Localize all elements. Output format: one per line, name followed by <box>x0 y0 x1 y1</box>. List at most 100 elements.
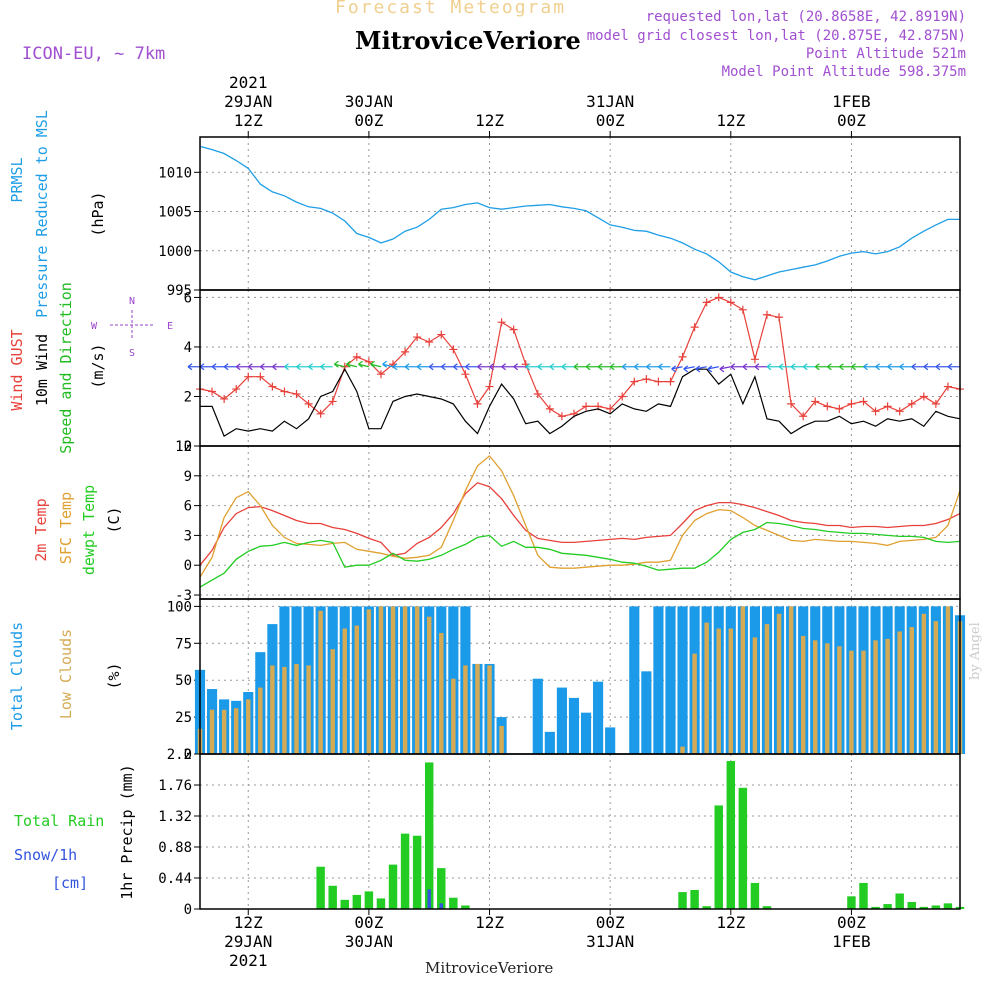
wind-arrow-head <box>525 363 531 371</box>
bottom-time-label-3-0: 00Z <box>596 913 625 932</box>
wind-arrow-head <box>537 363 543 371</box>
snow-bar <box>439 903 443 909</box>
gust-point <box>678 352 687 361</box>
total-cloud-bar <box>580 712 592 754</box>
ytick-label-pressure-1: 1000 <box>158 244 192 260</box>
low-cloud-bar <box>945 606 951 754</box>
low-cloud-bar <box>825 643 830 754</box>
bottom-time-label-1-0: 00Z <box>354 913 383 932</box>
wind-direction-arrow <box>695 366 707 370</box>
panel-frame-temp <box>199 445 961 600</box>
gust-point <box>618 392 627 401</box>
rain-bar <box>895 893 904 909</box>
low-cloud-bar <box>680 746 685 754</box>
wind-arrow-head <box>839 363 844 371</box>
model-altitude: Model Point Altitude 598.375m <box>721 64 966 80</box>
ytick-label-precip-0: 0 <box>184 902 192 918</box>
wind-arrow-head <box>875 363 880 371</box>
point-altitude: Point Altitude 521m <box>805 46 966 62</box>
wind-arrow-head <box>646 363 651 371</box>
gust-point <box>726 298 735 307</box>
total-clouds-label: Total Clouds <box>8 622 26 730</box>
low-cloud-bar <box>704 622 709 754</box>
ytick-label-precip-3: 1.32 <box>158 809 192 825</box>
total-cloud-bar <box>605 727 616 754</box>
bottom-time-label-5-1: 1FEB <box>832 932 871 951</box>
top-time-label-3-0: 31JAN <box>586 92 634 111</box>
wind-arrow-head <box>863 363 868 371</box>
rain-bar <box>678 892 687 909</box>
temp-dewpt-line <box>199 521 961 588</box>
low-cloud-bar <box>764 624 770 754</box>
low-cloud-bar <box>209 709 215 754</box>
total-cloud-bar <box>568 697 580 754</box>
gust-point <box>545 404 554 413</box>
total-cloud-bar <box>593 681 604 754</box>
ytick-label-precip-4: 1.76 <box>158 778 192 794</box>
ytick-label-wind-0: 0 <box>184 439 192 455</box>
low-cloud-bar <box>246 699 251 754</box>
low-cloud-bar <box>897 631 902 754</box>
low-cloud-bar <box>330 649 335 754</box>
low-cloud-bar <box>499 725 504 754</box>
wind-arrow-head <box>695 365 701 373</box>
wind-arrow-head <box>370 360 375 368</box>
wind-arrow-head <box>260 363 265 371</box>
gust-point <box>292 390 301 398</box>
panel-wind: 0 2 4 6 <box>184 290 964 455</box>
gust-point <box>787 399 796 408</box>
wind-arrow-head <box>707 365 713 373</box>
wind-gust-label: Wind GUST <box>8 329 26 410</box>
low-cloud-bar <box>426 616 432 754</box>
chart-title: MitroviceVeriore <box>355 26 581 55</box>
rain-bar <box>424 762 434 909</box>
wind-direction-arrow <box>719 366 731 370</box>
ytick-label-pressure-0: 995 <box>167 283 192 299</box>
gust-point <box>799 412 808 421</box>
gust-point <box>449 345 458 354</box>
wind-direction-arrow <box>707 366 719 370</box>
rain-bar <box>376 898 386 909</box>
wind-arrow-head <box>513 363 519 371</box>
gust-point <box>714 293 723 302</box>
ytick-label-clouds-2: 50 <box>175 673 192 689</box>
low-cloud-bar <box>885 638 890 754</box>
rain-bar <box>738 787 748 909</box>
top-time-label-0-1: 29JAN <box>224 92 272 111</box>
wind-arrow-head <box>633 363 639 371</box>
gust-point <box>907 399 916 408</box>
temp-sfc-label: SFC Temp <box>57 492 75 564</box>
rain-bar <box>931 905 941 909</box>
snow-unit: [cm] <box>52 874 88 892</box>
gust-point <box>304 399 313 408</box>
low-cloud-bar <box>318 610 323 754</box>
panel-frame-wind <box>199 289 961 447</box>
rain-bar <box>388 864 398 909</box>
low-cloud-bar <box>776 613 782 754</box>
low-cloud-bar <box>233 708 239 754</box>
low-cloud-bar <box>221 709 227 754</box>
ytick-label-clouds-3: 75 <box>175 636 192 652</box>
wind-unit: (m/s) <box>89 343 107 388</box>
wind-direction-arrow <box>346 363 357 368</box>
rain-bar <box>726 761 736 909</box>
model-name: ICON-EU, ~ 7km <box>22 44 166 64</box>
top-time-label-2-0: 12Z <box>475 111 504 130</box>
gust-point <box>762 310 771 319</box>
rain-bar <box>907 901 916 909</box>
wind-arrow-head <box>187 363 193 371</box>
gust-point <box>630 377 639 386</box>
gust-point <box>376 370 385 379</box>
wind-arrow-head <box>272 363 277 371</box>
wind-arrow-head <box>766 363 772 371</box>
wind-arrow-head <box>501 363 507 371</box>
low-cloud-bar <box>813 640 818 754</box>
footer-station: MitroviceVeriore <box>425 959 554 977</box>
gust-point <box>606 404 615 413</box>
temp-dewpt-label: dewpt Temp <box>80 485 98 575</box>
gust-point <box>871 407 880 416</box>
pressure-line <box>199 145 960 281</box>
wind-arrow-head <box>465 363 470 371</box>
ytick-label-temp-3: 6 <box>184 499 192 515</box>
